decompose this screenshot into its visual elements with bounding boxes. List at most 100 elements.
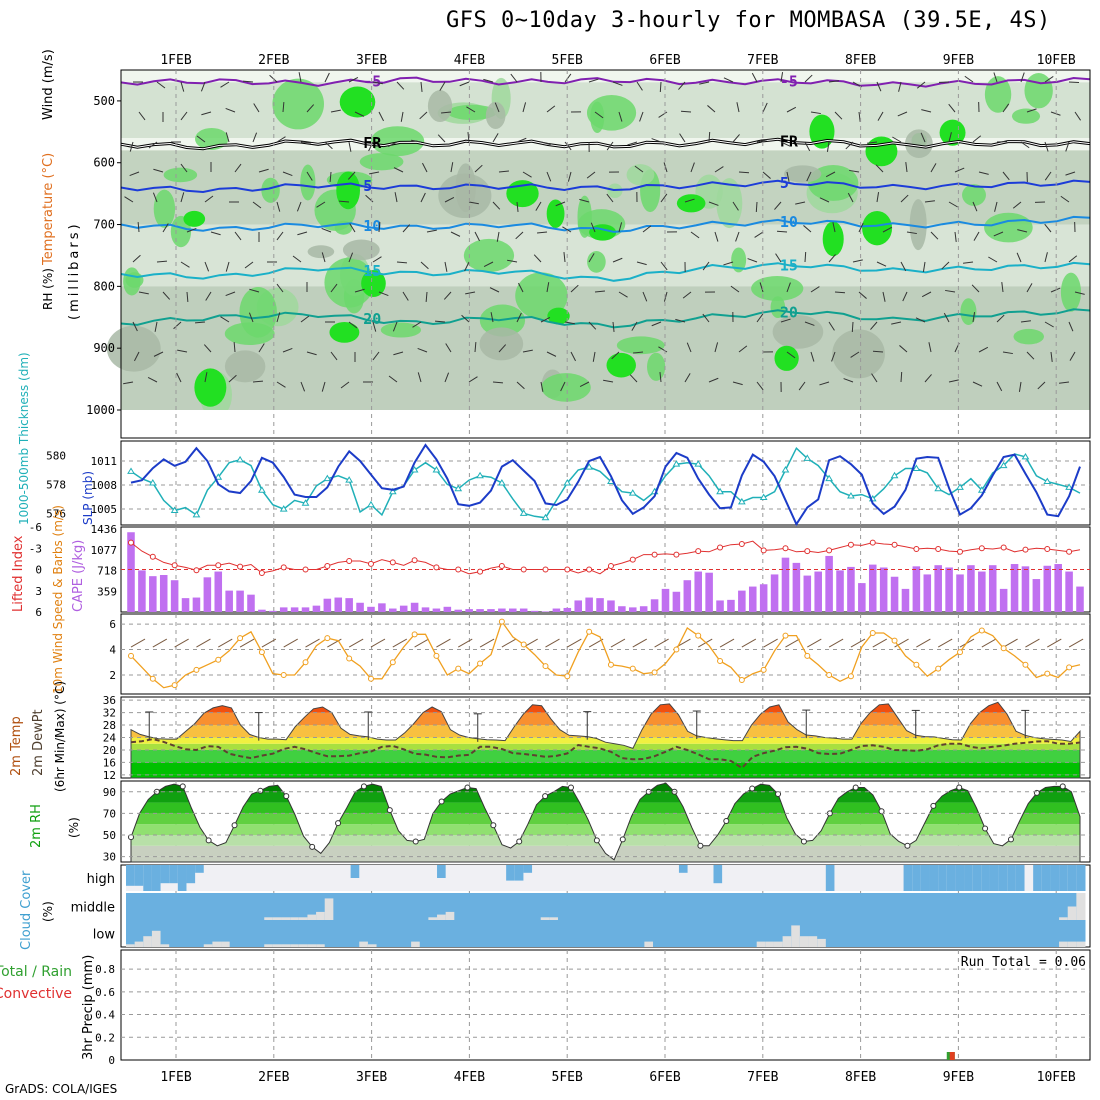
bottom-date-label: 3FEB	[356, 1070, 387, 1085]
wind-barb	[996, 314, 1005, 323]
cloud-cell	[471, 920, 481, 947]
temperature-contour-label: 20	[363, 310, 381, 328]
precip-tick-label: 0.8	[95, 963, 115, 976]
wind-barb	[546, 171, 552, 182]
y-axis-label-rh: RH (%)	[41, 268, 55, 310]
slp-tick-label: 1008	[91, 479, 118, 492]
cloud-high-cell	[437, 865, 447, 878]
rh-band	[131, 802, 1080, 814]
cloud-cell	[229, 893, 239, 920]
wind-barb	[775, 253, 782, 263]
wind-barb	[663, 162, 668, 173]
rh-patch	[224, 350, 266, 383]
rh-marker	[904, 842, 911, 849]
cloud-cell	[566, 920, 576, 947]
wind-speed-line-marker	[520, 641, 527, 648]
cloud-high-bg	[480, 865, 490, 891]
cloud-clear-cell	[126, 944, 136, 947]
cloud-cell	[462, 920, 473, 947]
wind-barb	[1050, 287, 1061, 293]
surface-wind-barb	[567, 638, 582, 648]
temp-tick-label: 20	[103, 744, 116, 757]
cloud-high-bg	[869, 865, 879, 891]
wind-barb	[443, 291, 452, 300]
wind-barb	[996, 381, 1003, 392]
cloud-cell	[428, 920, 438, 947]
bottom-date-label: 10FEB	[1037, 1070, 1076, 1085]
cloud-high-bg	[592, 865, 602, 891]
wind-speed-line-marker	[1000, 645, 1007, 652]
cloud-cell	[1024, 920, 1034, 947]
wind-barb	[867, 141, 878, 144]
y-axis-label-wind10m: 10m Wind Speed & Barbs (m/s)	[51, 505, 65, 694]
wind-speed-line-marker	[542, 663, 549, 670]
wind-barb	[396, 261, 408, 264]
wind-speed-line-marker	[717, 657, 724, 664]
cloud-high-bg	[272, 865, 283, 891]
wind-speed-line-marker	[128, 652, 134, 659]
rh-band	[131, 824, 1080, 835]
thickness-line-marker	[1043, 477, 1052, 485]
cloud-high-cell	[195, 865, 205, 873]
thickness-line-marker	[519, 509, 528, 516]
wind-barb	[546, 351, 557, 357]
rh-patch	[261, 177, 280, 203]
lifted-index-line-marker	[1066, 548, 1073, 555]
rh-patch	[960, 298, 977, 326]
cape-bar	[465, 609, 473, 612]
cloud-high-bg	[635, 865, 645, 891]
rh-patch	[587, 251, 606, 273]
cloud-clear-cell	[272, 917, 283, 920]
wind-speed-line-marker	[171, 682, 178, 689]
cloud-cell	[126, 920, 136, 947]
cloud-cell	[834, 920, 844, 947]
cloud-cell	[341, 920, 352, 947]
temp-band	[131, 743, 1080, 750]
cloud-clear-cell	[316, 944, 326, 947]
rh-patch	[1060, 272, 1082, 312]
wind-barb	[153, 168, 164, 173]
cape-bar	[552, 608, 561, 612]
cape-bar	[934, 565, 942, 612]
wind-barb	[618, 222, 623, 233]
wind-barb	[892, 136, 902, 143]
wind-barb	[147, 377, 158, 383]
wind-barb	[225, 261, 230, 272]
li-tick-label: -3	[29, 542, 42, 555]
wind-barb	[510, 73, 518, 83]
rh-marker	[516, 838, 523, 845]
precip-tick-label: 0.4	[95, 1009, 115, 1022]
cloud-high-cell	[160, 865, 170, 884]
wind-barb	[129, 141, 134, 152]
cloud-high-bg	[367, 865, 378, 891]
thickness-line-marker	[956, 483, 964, 490]
wind-barb	[900, 194, 909, 203]
top-date-label: 7FEB	[747, 53, 778, 68]
wind-barb	[234, 231, 242, 241]
cloud-high-cell	[1067, 865, 1077, 891]
cloud-high-cell	[972, 865, 982, 891]
wind-barb	[682, 291, 692, 299]
cloud-clear-cell	[143, 936, 153, 947]
cloud-clear-cell	[1067, 941, 1077, 947]
panel-frame	[120, 613, 1091, 695]
wind-barb	[930, 163, 937, 173]
cloud-high-bg	[307, 865, 317, 891]
wind-barb	[297, 231, 308, 236]
cloud-high-cell	[1015, 865, 1026, 891]
wind-barb	[1068, 81, 1080, 84]
surface-wind-barb	[763, 638, 778, 648]
surface-wind-barb	[1047, 638, 1062, 648]
cloud-cell	[290, 893, 300, 920]
rh-marker	[490, 822, 497, 829]
below-surface	[121, 410, 1090, 438]
cloud-cell	[903, 893, 913, 920]
wind-barb	[348, 141, 352, 152]
bottom-date-label: 8FEB	[845, 1070, 876, 1085]
cloud-high-cell	[955, 865, 965, 891]
cape-bar	[312, 605, 321, 612]
cape-bar	[236, 590, 244, 612]
rh-patch	[962, 184, 986, 206]
rh-band	[131, 791, 1080, 803]
panel-frame	[120, 949, 1091, 1061]
